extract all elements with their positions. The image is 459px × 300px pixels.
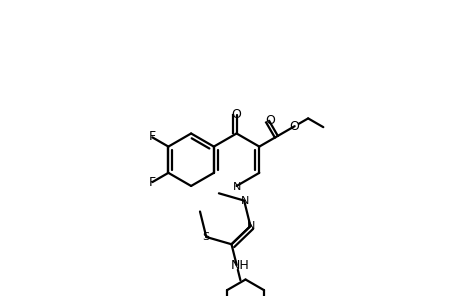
- Text: N: N: [232, 182, 240, 192]
- Text: O: O: [264, 114, 274, 127]
- Text: S: S: [202, 232, 209, 242]
- Text: NH: NH: [231, 259, 249, 272]
- Text: F: F: [149, 130, 156, 143]
- Text: O: O: [289, 120, 299, 133]
- Text: N: N: [241, 196, 249, 206]
- Text: F: F: [149, 176, 156, 189]
- Text: N: N: [246, 221, 255, 231]
- Text: O: O: [231, 109, 241, 122]
